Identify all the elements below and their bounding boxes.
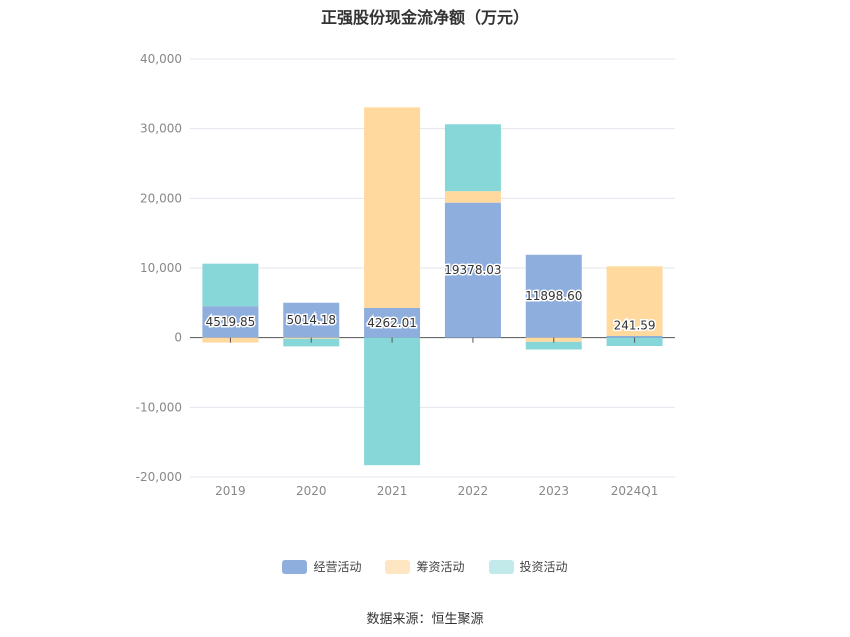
x-tick-label-2022: 2022	[458, 484, 489, 498]
bar-financing-2024Q1	[606, 266, 663, 336]
y-tick-label: 30,000	[140, 122, 182, 136]
bar-operating-2022	[444, 202, 501, 338]
legend-label-investing: 投资活动	[519, 560, 568, 574]
bar-investing-2021	[364, 337, 421, 466]
data-label-2021: 4262.01	[367, 316, 417, 330]
data-label-2024Q1: 241.59	[614, 319, 656, 333]
bar-investing-2022	[444, 124, 501, 192]
chart-title: 正强股份现金流净额（万元）	[320, 8, 529, 27]
data-label-2019: 4519.85	[206, 315, 256, 329]
data-label-2022: 19378.03	[444, 263, 501, 277]
bar-operating-2021	[364, 307, 421, 338]
legend-item-financing[interactable]: 筹资活动	[385, 558, 465, 575]
bar-operating-2020	[283, 302, 340, 338]
legend-label-financing: 筹资活动	[416, 560, 465, 574]
legend: 经营活动 筹资活动 投资活动	[0, 558, 850, 575]
legend-swatch-operating	[282, 559, 308, 574]
legend-item-investing[interactable]: 投资活动	[488, 558, 568, 575]
x-tick-label-2023: 2023	[538, 484, 569, 498]
x-tick-label-2021: 2021	[377, 484, 408, 498]
bar-investing-2019	[202, 263, 259, 307]
bar-financing-2022	[444, 191, 501, 203]
y-tick-label: 40,000	[140, 52, 182, 66]
legend-item-operating[interactable]: 经营活动	[282, 558, 361, 575]
y-tick-label: 0	[174, 331, 182, 345]
bar-financing-2021	[364, 107, 421, 308]
y-tick-label: -20,000	[136, 470, 182, 484]
y-tick-label: -10,000	[136, 400, 182, 414]
bar-operating-2023	[525, 254, 582, 338]
y-tick-label: 10,000	[140, 261, 182, 275]
x-tick-label-2024Q1: 2024Q1	[611, 484, 659, 498]
bar-operating-2019	[202, 306, 259, 338]
x-tick-label-2019: 2019	[215, 484, 246, 498]
data-label-2020: 5014.18	[286, 313, 336, 327]
bar-investing-2023	[525, 341, 582, 350]
legend-swatch-financing	[385, 559, 411, 574]
data-label-2023: 11898.60	[525, 289, 582, 303]
x-tick-label-2020: 2020	[296, 484, 327, 498]
source-note: 数据来源：恒生聚源	[366, 612, 484, 627]
legend-label-operating: 经营活动	[313, 560, 362, 574]
bar-operating-2024Q1	[606, 335, 663, 338]
legend-swatch-investing	[488, 559, 514, 574]
y-tick-label: 20,000	[140, 191, 182, 205]
